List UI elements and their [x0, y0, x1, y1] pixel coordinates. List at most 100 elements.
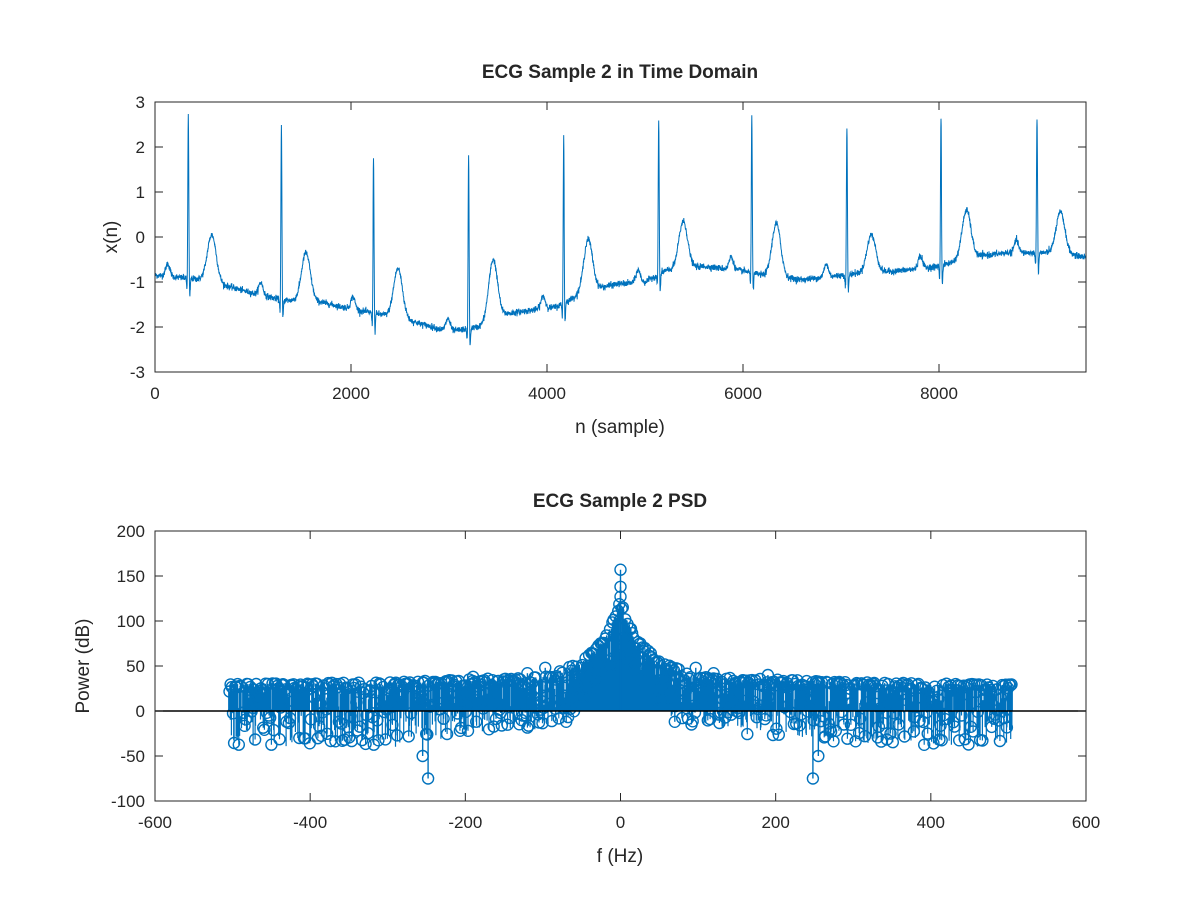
psd-marker	[1000, 721, 1014, 734]
psd-marker	[402, 730, 415, 743]
psd-marker	[955, 709, 968, 722]
psd-marker	[293, 731, 306, 745]
psd-marker	[724, 708, 738, 721]
psd-marker	[688, 706, 702, 719]
psd-marker	[674, 670, 688, 683]
psd-marker	[753, 672, 767, 686]
psd-marker	[424, 700, 437, 713]
psd-marker	[844, 718, 858, 731]
psd-outlier-marker	[466, 670, 480, 683]
psd-marker	[829, 724, 842, 737]
psd-marker	[824, 725, 838, 738]
psd-series	[155, 563, 1086, 785]
time-domain-ytick-label: -2	[130, 318, 145, 337]
psd-marker	[751, 702, 764, 716]
psd-ytick-label: 50	[126, 657, 145, 676]
psd-marker	[648, 654, 661, 667]
psd-marker	[411, 675, 425, 688]
psd-marker	[461, 724, 475, 737]
psd-marker	[283, 711, 297, 725]
psd-marker	[887, 707, 901, 720]
psd-ytick-label: -50	[120, 747, 145, 766]
psd-marker	[854, 712, 867, 725]
psd-marker	[353, 720, 366, 733]
psd-marker	[971, 705, 984, 719]
psd-xtick-label: 0	[616, 813, 625, 832]
psd-marker	[258, 723, 271, 736]
psd-marker	[316, 706, 329, 719]
psd-marker	[679, 685, 692, 699]
psd-marker	[541, 690, 554, 703]
psd-outlier-marker	[806, 772, 820, 785]
psd-marker	[593, 674, 606, 687]
psd-marker	[488, 681, 501, 694]
psd-marker	[835, 705, 848, 719]
psd-marker	[521, 721, 534, 734]
time-domain-ytick-label: 2	[136, 138, 145, 157]
psd-marker	[501, 718, 514, 731]
time-domain-xtick-label: 6000	[724, 384, 762, 403]
psd-marker	[548, 684, 561, 697]
psd-marker	[998, 711, 1011, 725]
psd-markers	[223, 598, 1018, 751]
psd-marker	[360, 708, 373, 722]
psd-marker	[246, 701, 260, 715]
psd-marker	[907, 725, 920, 738]
psd-marker	[822, 717, 835, 730]
psd-marker	[381, 702, 394, 715]
psd-marker	[580, 682, 593, 695]
psd-marker	[321, 727, 334, 740]
time-domain-xlabel: n (sample)	[575, 417, 665, 438]
psd-marker	[794, 708, 808, 721]
psd-marker	[948, 720, 961, 733]
psd-marker	[508, 675, 521, 688]
psd-marker	[470, 715, 483, 728]
psd-marker	[605, 659, 618, 672]
psd-marker	[712, 708, 725, 721]
psd-marker	[380, 703, 393, 716]
psd-xtick-label: -600	[138, 813, 172, 832]
psd-marker	[232, 738, 246, 751]
psd-marker	[598, 636, 611, 650]
psd-marker	[841, 732, 854, 745]
psd-marker	[686, 715, 699, 728]
psd-marker	[361, 727, 375, 740]
psd-marker	[898, 730, 911, 743]
psd-marker	[386, 718, 399, 732]
psd-marker	[367, 738, 380, 751]
psd-marker	[588, 673, 602, 686]
psd-marker	[935, 734, 948, 747]
psd-marker	[983, 685, 996, 699]
psd-marker	[858, 730, 872, 743]
psd-marker	[451, 707, 464, 720]
psd-marker	[665, 660, 678, 674]
psd-marker	[421, 728, 434, 741]
psd-ticks: -600 -400 -200 0 200 400 600 -100 -50 0 50 100 150 20…	[111, 522, 1100, 832]
time-domain-title: ECG Sample 2 in Time Domain	[482, 62, 758, 83]
psd-ytick-label: 150	[117, 567, 145, 586]
psd-marker	[248, 733, 262, 746]
psd-marker	[378, 705, 391, 719]
psd-outlier-marker	[521, 667, 534, 680]
psd-marker	[766, 728, 780, 742]
psd-marker	[332, 715, 346, 728]
psd-marker	[918, 738, 931, 751]
psd-xtick-label: -200	[448, 813, 482, 832]
psd-marker	[877, 717, 890, 730]
psd-marker	[1004, 679, 1017, 692]
psd-marker	[866, 677, 880, 691]
psd-marker	[518, 706, 532, 719]
psd-marker	[641, 662, 654, 675]
psd-marker	[514, 673, 527, 686]
psd-xtick-label: 400	[917, 813, 945, 832]
time-domain-series	[154, 113, 1087, 346]
psd-xlabel: f (Hz)	[597, 846, 643, 867]
time-domain-ytick-label: -3	[130, 363, 145, 382]
psd-marker	[992, 714, 1005, 727]
psd-marker	[976, 734, 989, 747]
psd-outlier-marker	[421, 772, 435, 785]
psd-marker	[264, 711, 277, 724]
psd-marker	[379, 733, 392, 746]
psd-marker	[301, 677, 314, 690]
psd-marker	[415, 690, 428, 704]
